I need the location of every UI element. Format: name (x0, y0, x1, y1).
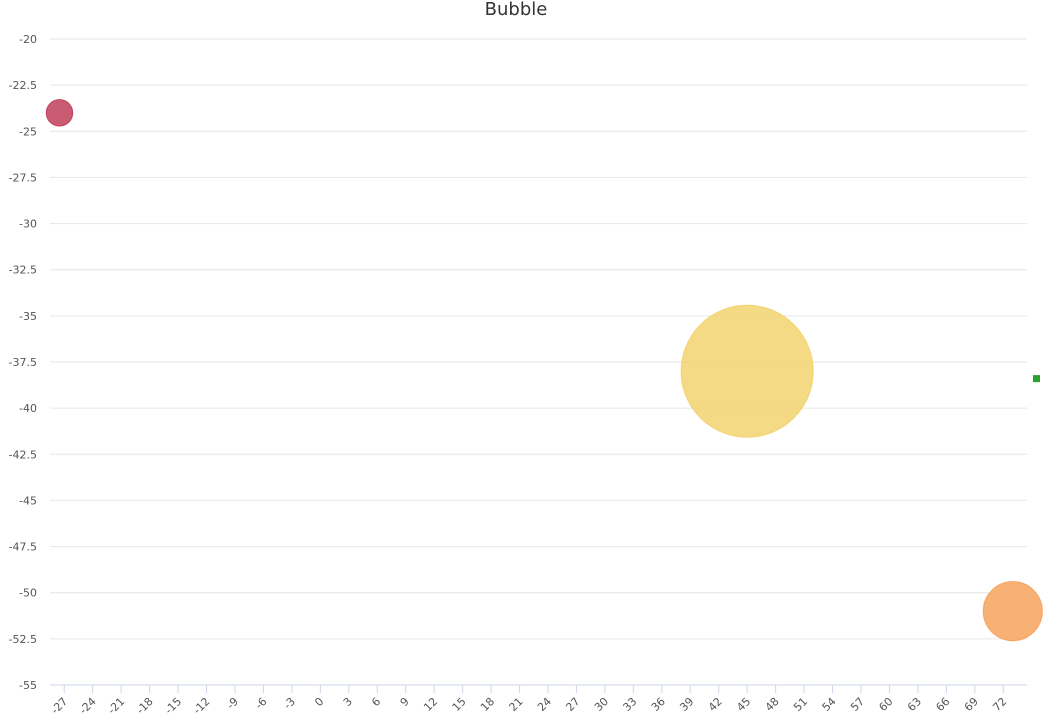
x-tick-label: -27 (48, 695, 70, 717)
y-tick-label: -50 (19, 587, 37, 600)
y-tick-label: -45 (19, 494, 37, 507)
x-tick-label: 24 (535, 695, 554, 714)
x-tick-label: -6 (253, 695, 270, 712)
x-tick-label: -21 (105, 695, 127, 717)
bubbles (45, 99, 1043, 642)
bubble-marker (1033, 375, 1040, 383)
x-tick-label: 69 (962, 695, 981, 714)
x-tick-label: 39 (677, 695, 696, 714)
x-tick-label: 42 (706, 695, 725, 714)
x-axis: -27 -24 -21 -18 -15 -12 -9 -6 -3 0 3 6 9 12 15 18 21 24 27… (48, 684, 1027, 717)
x-tick-label: -15 (162, 695, 184, 717)
x-tick-label: 18 (478, 695, 497, 714)
y-tick-label: -47.5 (9, 541, 37, 554)
x-tick-label: -12 (191, 695, 213, 717)
x-tick-label: -9 (224, 695, 241, 712)
y-tick-label: -27.5 (9, 171, 37, 184)
x-tick-label: 60 (876, 695, 895, 714)
x-tick-label: 54 (820, 695, 839, 714)
grid-lines (50, 38, 1027, 640)
y-tick-label: -20 (19, 33, 37, 46)
bubble (680, 304, 814, 438)
x-tick-label: 6 (369, 695, 383, 709)
x-tick-label: 0 (312, 695, 326, 709)
y-tick-label: -25 (19, 125, 37, 138)
x-tick-label: 63 (905, 695, 924, 714)
x-tick-label: 48 (763, 695, 782, 714)
x-tick-label: 36 (649, 695, 668, 714)
x-tick-label: 33 (620, 695, 639, 714)
bubble (982, 581, 1043, 642)
y-tick-label: -32.5 (9, 264, 37, 277)
x-tick-label: 21 (507, 695, 526, 714)
chart-title: Bubble (485, 0, 548, 20)
x-tick-label: 45 (734, 695, 753, 714)
y-tick-label: -52.5 (9, 633, 37, 646)
x-tick-label: 3 (341, 695, 355, 709)
x-tick-label: -18 (134, 695, 156, 717)
y-tick-label: -40 (19, 402, 37, 415)
x-tick-label: 27 (563, 695, 582, 714)
y-tick-label: -22.5 (9, 79, 37, 92)
bubble (45, 99, 74, 127)
x-tick-label: -3 (281, 695, 298, 712)
x-tick-label: 66 (933, 695, 952, 714)
x-tick-label: -24 (77, 695, 99, 717)
x-tick-label: 51 (791, 695, 810, 714)
x-tick-label: 72 (990, 695, 1009, 714)
x-tick-label: 12 (421, 695, 440, 714)
x-tick-label: 57 (848, 695, 867, 714)
x-tick-label: 9 (398, 695, 412, 709)
y-tick-label: -35 (19, 310, 37, 323)
y-tick-label: -42.5 (9, 448, 37, 461)
y-tick-label: -30 (19, 218, 37, 231)
x-tick-label: 30 (592, 695, 611, 714)
y-tick-label: -55 (19, 679, 37, 692)
x-tick-label: 15 (450, 695, 469, 714)
y-tick-label: -37.5 (9, 356, 37, 369)
y-axis: -20 -22.5 -25 -27.5 -30 -32.5 -35 -37.5 -40 -42.5… (9, 33, 37, 692)
